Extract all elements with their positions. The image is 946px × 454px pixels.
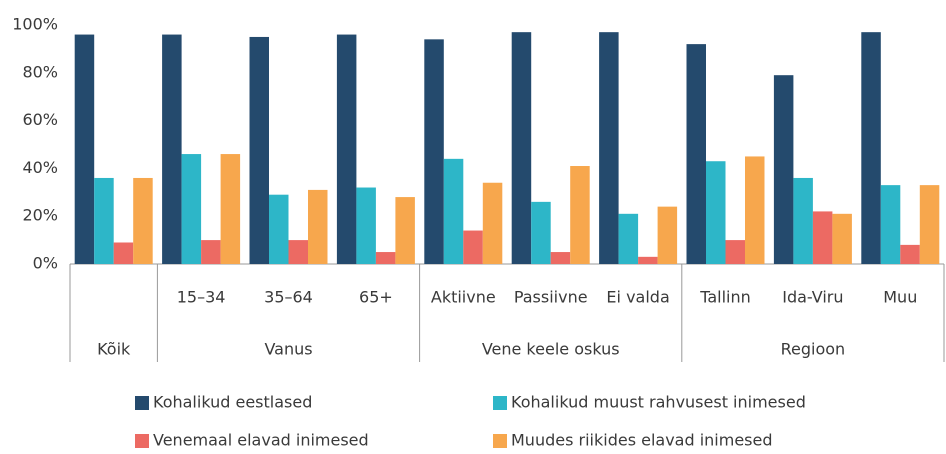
legend-label: Muudes riikides elavad inimesed: [511, 431, 773, 450]
x-tick-label: Muu: [883, 288, 917, 307]
x-tick-label: 15–34: [177, 288, 226, 307]
legend-swatch: [493, 396, 507, 410]
bar: [570, 166, 590, 264]
x-tick-label: 65+: [359, 288, 393, 307]
bar: [220, 154, 241, 264]
bar: [424, 39, 444, 265]
y-tick-label: 0%: [33, 254, 58, 273]
bar: [288, 240, 308, 264]
legend-swatch: [493, 434, 507, 448]
bar: [94, 177, 114, 264]
group-label: Vanus: [264, 340, 312, 359]
bar: [269, 194, 289, 264]
bar: [443, 158, 464, 264]
bar: [336, 34, 357, 265]
bar: [812, 211, 833, 264]
bar: [861, 32, 881, 264]
bar: [900, 244, 920, 264]
bar: [133, 177, 153, 264]
group-label: Vene keele oskus: [482, 340, 620, 359]
bar: [162, 34, 182, 265]
bar: [550, 252, 571, 264]
bar: [395, 197, 415, 264]
bar: [463, 230, 483, 264]
group-label: Kõik: [97, 340, 131, 359]
bar: [181, 154, 202, 264]
bar: [618, 213, 639, 264]
y-tick-label: 60%: [22, 110, 58, 129]
bar: [919, 185, 940, 264]
legend-label: Venemaal elavad inimesed: [153, 431, 369, 450]
bar: [531, 201, 551, 264]
bar: [74, 34, 95, 265]
legend-swatch: [135, 434, 149, 448]
bar: [793, 177, 813, 264]
bar: [308, 189, 328, 264]
bar: [249, 36, 269, 265]
x-tick-label: Ei valda: [606, 288, 669, 307]
x-tick-label: Ida-Viru: [782, 288, 843, 307]
legend-swatch: [135, 396, 149, 410]
x-tick-label: Tallinn: [699, 288, 751, 307]
x-tick-label: Aktiivne: [431, 288, 496, 307]
bar: [657, 206, 678, 264]
x-tick-label: Passiivne: [514, 288, 588, 307]
bar: [745, 156, 765, 264]
bar: [375, 252, 396, 264]
legend-label: Kohalikud muust rahvusest inimesed: [511, 393, 806, 412]
bar: [686, 44, 706, 265]
group-label: Regioon: [781, 340, 846, 359]
bar: [880, 185, 901, 264]
bar: [725, 240, 745, 264]
bar: [638, 256, 658, 264]
bar: [201, 240, 221, 264]
y-tick-label: 20%: [22, 206, 58, 225]
y-tick-label: 80%: [22, 62, 58, 81]
bar: [706, 161, 726, 264]
y-tick-label: 40%: [22, 158, 58, 177]
y-tick-label: 100%: [12, 15, 58, 34]
bar: [511, 32, 532, 264]
x-tick-label: 35–64: [264, 288, 313, 307]
bar: [832, 213, 852, 264]
legend-label: Kohalikud eestlased: [153, 393, 312, 412]
bar: [482, 182, 503, 264]
bar: [113, 242, 134, 264]
bar: [599, 32, 619, 264]
bar: [773, 75, 794, 264]
bar: [356, 187, 376, 264]
